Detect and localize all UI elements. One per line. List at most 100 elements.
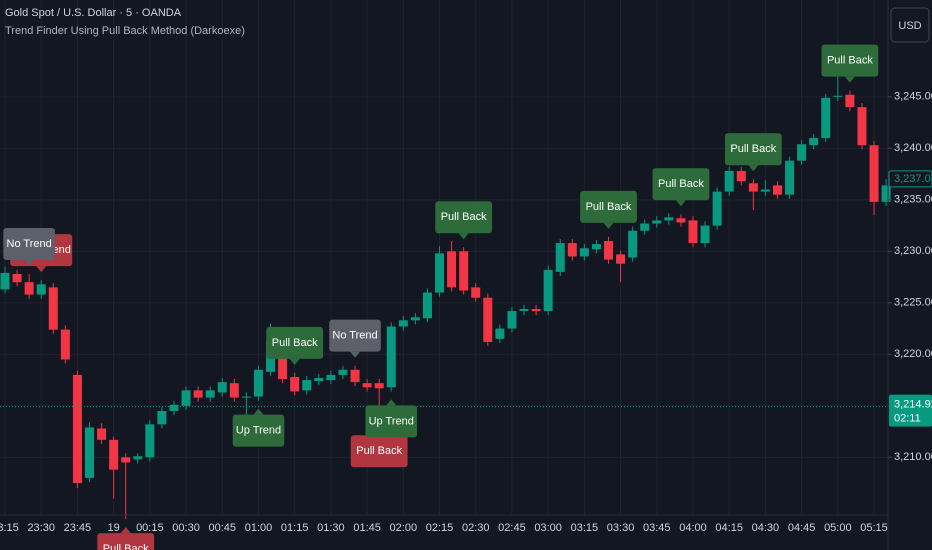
- candle-body: [543, 269, 553, 312]
- x-tick-label: 23:15: [0, 522, 19, 534]
- x-tick-label: 05:00: [824, 522, 852, 534]
- price-badge-countdown: 02:11: [894, 413, 921, 425]
- candle-body: [12, 273, 22, 283]
- signal-text: Pull Back: [658, 178, 704, 190]
- signal-label: No Trend: [3, 227, 55, 266]
- candle-body: [253, 369, 263, 397]
- signal-box: [365, 405, 418, 438]
- candle-body: [447, 251, 457, 288]
- y-tick-label: 3,245.000: [894, 91, 932, 103]
- candle-body: [748, 183, 758, 192]
- candle-body: [604, 241, 613, 260]
- signal-arrow: [289, 358, 300, 365]
- x-tick-label: 00:45: [208, 522, 236, 534]
- signal-text: No Trend: [332, 330, 377, 342]
- signal-arrow: [844, 76, 855, 83]
- candle-body: [821, 97, 831, 139]
- candle-body: [676, 218, 686, 223]
- signal-box: [724, 133, 782, 166]
- candle-body: [326, 374, 336, 381]
- chart-title: Gold Spot / U.S. Dollar · 5 · OANDA: [5, 7, 182, 19]
- signal-label: Pull Back: [435, 201, 493, 240]
- signal-text: Pull Back: [730, 143, 776, 155]
- candle-body: [60, 329, 70, 360]
- x-tick-label: 01:00: [245, 522, 273, 534]
- y-tick-label: 3,230.000: [894, 245, 932, 257]
- candle-body: [845, 94, 855, 108]
- candle-body: [169, 404, 179, 411]
- candle-body: [772, 185, 782, 195]
- y-tick-label: 3,220.000: [894, 348, 932, 360]
- candle-body: [531, 309, 541, 312]
- candle-body: [652, 220, 662, 224]
- candle-body: [785, 160, 795, 195]
- candle-body: [483, 297, 493, 342]
- candle-body: [36, 284, 46, 295]
- candle-body: [567, 243, 577, 257]
- candle-body: [555, 243, 565, 272]
- signal-arrow: [675, 200, 686, 207]
- x-tick-label: 01:30: [317, 522, 345, 534]
- candle-body: [193, 390, 203, 398]
- x-tick-label: 05:15: [860, 522, 888, 534]
- candle-body: [628, 230, 638, 258]
- signal-arrow: [120, 527, 131, 534]
- candle-body: [0, 272, 10, 290]
- x-tick-label: 03:45: [643, 522, 671, 534]
- currency-label[interactable]: USD: [898, 20, 921, 32]
- signal-text: Pull Back: [827, 55, 873, 67]
- signal-label: Pull Back: [652, 168, 710, 207]
- candle-body: [398, 320, 408, 327]
- candle-body: [314, 378, 324, 382]
- y-tick-label: 3,225.000: [894, 297, 932, 309]
- candle-body: [24, 282, 34, 295]
- signal-arrow: [36, 266, 47, 273]
- signal-box: [821, 44, 879, 77]
- candle-body: [121, 457, 131, 463]
- signal-box: [232, 414, 285, 447]
- signal-arrow: [603, 222, 614, 229]
- candle-body: [217, 382, 227, 393]
- signal-label: No Trend: [329, 319, 381, 358]
- x-tick-label: 03:00: [534, 522, 562, 534]
- signal-arrow: [253, 408, 264, 415]
- candle-body: [736, 170, 746, 182]
- candle-body: [724, 170, 734, 192]
- price-badge: [889, 394, 932, 427]
- signal-label: Pull Back: [821, 44, 879, 83]
- signal-arrow: [458, 233, 469, 240]
- signal-text: Pull Back: [103, 543, 149, 550]
- signal-box: [3, 227, 55, 260]
- candle-body: [760, 189, 770, 192]
- x-tick-label: 04:00: [679, 522, 707, 534]
- signal-box: [350, 435, 408, 468]
- signal-text: Up Trend: [369, 415, 414, 427]
- signal-arrow: [350, 351, 361, 358]
- candle-body: [157, 410, 167, 425]
- candle-body: [302, 380, 312, 391]
- candle-body: [133, 456, 143, 460]
- currency-button[interactable]: [890, 7, 930, 43]
- y-tick-label: 3,210.000: [894, 451, 932, 463]
- candle-body: [833, 95, 843, 97]
- candle-body: [712, 191, 722, 226]
- signal-text: Pull Back: [272, 337, 318, 349]
- candle-body: [72, 374, 82, 484]
- candle-body: [241, 396, 251, 398]
- signal-text: Pull Back: [586, 201, 632, 213]
- candle-body: [362, 383, 372, 388]
- x-tick-label: 00:15: [136, 522, 164, 534]
- signal-label: Pull Back: [580, 190, 637, 229]
- candle-body: [109, 439, 119, 470]
- y-tick-label: 3,240.000: [894, 142, 932, 154]
- candle-body: [338, 369, 348, 375]
- last-price-badge: [888, 170, 932, 188]
- signal-box: [97, 533, 155, 550]
- x-tick-label: 02:30: [462, 522, 490, 534]
- candle-body: [519, 309, 529, 312]
- candle-body: [507, 311, 517, 329]
- signal-box: [580, 190, 637, 223]
- signal-label: Up Trend: [232, 408, 285, 447]
- candle-body: [459, 251, 469, 291]
- candle-body: [145, 424, 155, 458]
